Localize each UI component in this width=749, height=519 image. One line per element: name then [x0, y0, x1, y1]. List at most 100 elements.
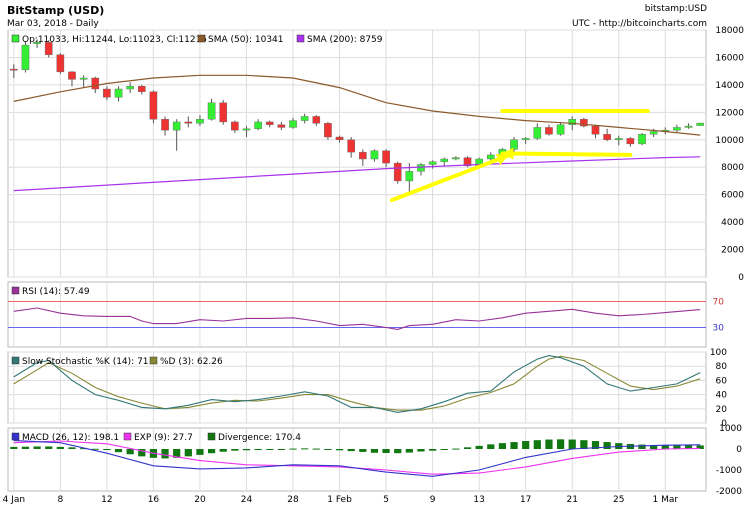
legend-stoch-k: Slow Stochastic %K (14): 71 — [22, 357, 149, 367]
candle-body — [161, 118, 169, 131]
legend-macd-swatch — [11, 432, 20, 441]
candle-body — [312, 116, 321, 124]
candle-body — [684, 125, 693, 128]
divergence-bar — [80, 448, 88, 450]
divergence-bar — [487, 444, 495, 449]
candle-body — [196, 118, 204, 124]
x-tick-label: 17 — [520, 495, 531, 505]
legend-sma50-swatch — [197, 34, 206, 43]
divergence-bar — [45, 446, 53, 449]
candle-body — [242, 128, 251, 131]
divergence-bar — [522, 441, 530, 449]
divergence-bar — [335, 449, 344, 451]
y-tick-stoch: 60 — [716, 376, 728, 386]
candle-body — [382, 150, 390, 164]
divergence-bar — [568, 439, 576, 449]
exchange-label: bitstamp:USD — [644, 4, 707, 14]
candle-body — [673, 127, 681, 131]
divergence-bar — [533, 440, 541, 449]
candle-body — [277, 124, 286, 128]
divergence-bar — [91, 448, 99, 450]
divergence-bar — [231, 449, 239, 451]
divergence-bar — [114, 449, 123, 453]
y-tick-stoch: 20 — [716, 405, 728, 415]
candle-body — [591, 125, 600, 135]
legend-exp-swatch — [123, 432, 132, 441]
x-tick-label: 12 — [101, 495, 112, 505]
divergence-bar — [138, 449, 146, 457]
divergence-bar — [475, 445, 483, 449]
y-tick-price: 2000 — [721, 246, 744, 256]
chart-title: BitStamp (USD) — [7, 4, 105, 17]
candle-body — [289, 120, 297, 128]
divergence-bar — [650, 445, 658, 449]
legend-rsi: RSI (14): 57.49 — [22, 287, 90, 297]
price-panel — [10, 39, 704, 195]
candle-body — [510, 139, 518, 150]
divergence-bar — [661, 445, 669, 449]
candle-body — [79, 77, 88, 80]
divergence-bar — [603, 442, 611, 449]
candle-body — [696, 122, 704, 126]
y-tick-rsi: 30 — [713, 324, 725, 334]
y-tick-price: 6000 — [721, 191, 744, 201]
divergence-bar — [556, 439, 565, 449]
divergence-bar — [196, 449, 204, 455]
candle-body — [580, 118, 588, 127]
legend-sma50: SMA (50): 10341 — [208, 35, 284, 45]
y-tick-price: 18000 — [715, 26, 744, 36]
y-tick-macd: -1000 — [716, 466, 742, 476]
divergence-bar — [161, 449, 169, 459]
candle-body — [114, 88, 123, 98]
candle-body — [393, 162, 402, 182]
divergence-bar — [429, 449, 437, 451]
x-tick-label: 24 — [241, 495, 253, 505]
x-tick-label: 25 — [613, 495, 624, 505]
candle-body — [10, 68, 18, 71]
candle-body — [324, 123, 332, 138]
divergence-bar — [312, 448, 320, 450]
source-label: UTC - http://bitcoincharts.com — [572, 19, 707, 29]
macd-line — [13, 440, 701, 477]
candle-body — [417, 164, 425, 172]
candle-body — [33, 42, 41, 44]
y-tick-macd: 1000 — [719, 424, 742, 434]
legend-divergence: Divergence: 170.4 — [218, 433, 301, 443]
sma200-line — [13, 156, 701, 192]
rsi-frame — [7, 281, 707, 348]
y-tick-price: 0 — [738, 273, 744, 283]
divergence-bar — [347, 449, 355, 452]
divergence-bar — [173, 449, 181, 458]
legend-exp: EXP (9): 27.7 — [134, 433, 193, 443]
candle-body — [463, 157, 472, 167]
y-tick-stoch: 0 — [721, 419, 727, 429]
candle-body — [347, 139, 355, 153]
divergence-bar — [289, 448, 297, 450]
candle-body — [91, 77, 100, 90]
candle-body — [231, 121, 239, 131]
y-tick-price: 12000 — [715, 108, 744, 118]
y-tick-price: 10000 — [715, 136, 744, 146]
divergence-bar — [184, 449, 192, 457]
y-tick-price: 16000 — [715, 53, 744, 63]
divergence-bar — [394, 449, 402, 454]
divergence-bar — [21, 446, 30, 449]
annotation-arrowhead — [502, 147, 514, 160]
y-tick-stoch: 80 — [716, 362, 728, 372]
candle-body — [44, 42, 53, 55]
legend-divergence-swatch — [207, 432, 216, 441]
divergence-bar — [266, 449, 274, 450]
sma50-line — [13, 74, 701, 136]
y-tick-price: 4000 — [721, 218, 744, 228]
divergence-bar — [382, 449, 390, 453]
legend-sma200: SMA (200): 8759 — [307, 35, 383, 45]
x-tick-label: 1 Mar — [652, 495, 678, 505]
x-tick-label: 5 — [383, 495, 389, 505]
candle-body — [486, 154, 495, 160]
legend-macd: MACD (26, 12): 198.1 — [22, 433, 119, 443]
rsi-line — [13, 307, 701, 330]
divergence-bar — [580, 440, 588, 449]
legend-ohlc-swatch — [11, 34, 20, 43]
